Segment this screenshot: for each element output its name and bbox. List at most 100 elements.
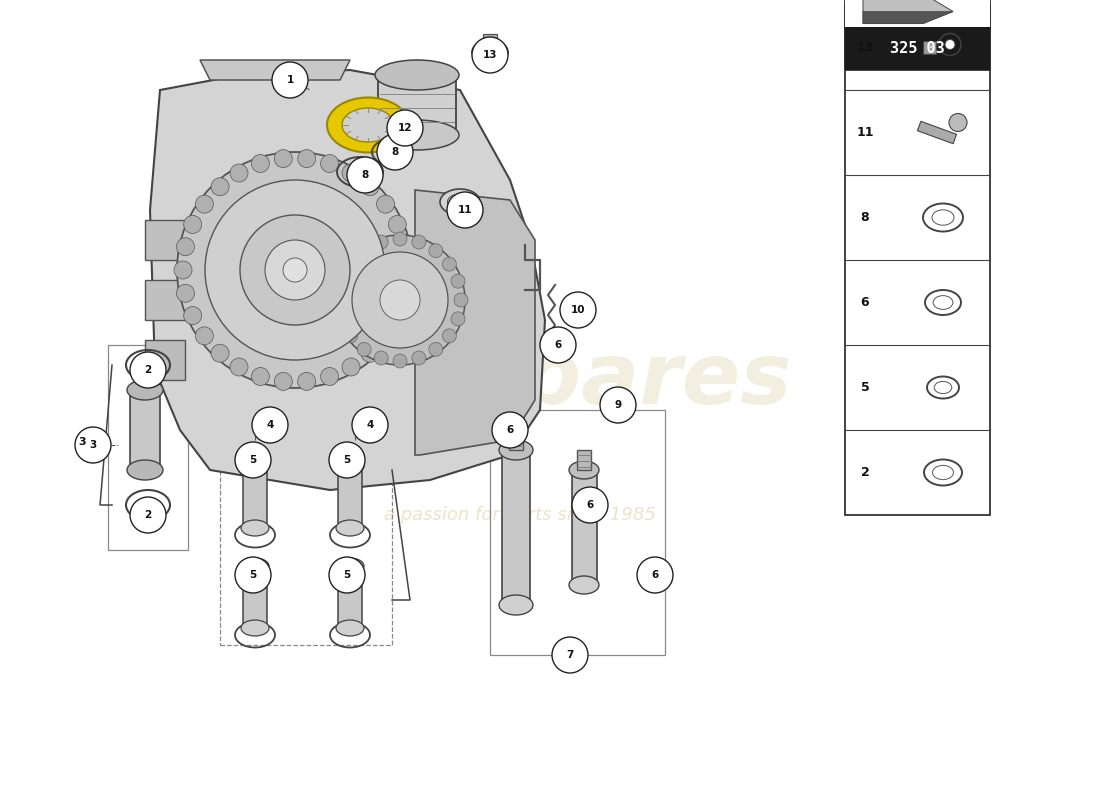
Bar (923, 41, 936, 54)
Circle shape (379, 280, 420, 320)
Bar (483, 34, 497, 52)
Circle shape (376, 327, 395, 345)
Circle shape (336, 312, 349, 326)
Bar (917, 122, 957, 144)
Text: 7: 7 (566, 650, 574, 660)
Bar (845, 5, 990, 515)
Circle shape (130, 352, 166, 388)
Circle shape (552, 637, 589, 673)
Bar (845, 0, 990, 70)
Polygon shape (200, 60, 350, 80)
Circle shape (196, 195, 213, 213)
Ellipse shape (932, 210, 954, 226)
Ellipse shape (499, 595, 534, 615)
Circle shape (442, 257, 456, 271)
Circle shape (184, 306, 201, 325)
Text: 9: 9 (615, 400, 622, 410)
Text: 325 03: 325 03 (890, 41, 945, 56)
Circle shape (230, 164, 248, 182)
Circle shape (600, 387, 636, 423)
Circle shape (361, 344, 378, 362)
Circle shape (377, 134, 412, 170)
Ellipse shape (241, 558, 270, 574)
Circle shape (560, 292, 596, 328)
Circle shape (442, 329, 456, 343)
Polygon shape (150, 70, 544, 490)
Circle shape (329, 442, 365, 478)
Circle shape (336, 235, 465, 365)
Circle shape (637, 557, 673, 593)
Text: 3: 3 (78, 437, 86, 447)
Circle shape (176, 238, 195, 256)
Circle shape (298, 150, 316, 168)
Circle shape (358, 342, 371, 356)
Circle shape (358, 244, 371, 258)
Circle shape (393, 232, 407, 246)
Bar (145, 280, 192, 320)
Circle shape (274, 372, 293, 390)
Ellipse shape (241, 520, 270, 536)
Bar (378, 75, 456, 135)
Bar (502, 450, 530, 605)
Ellipse shape (499, 440, 534, 460)
Text: 1: 1 (286, 75, 294, 85)
Ellipse shape (448, 194, 473, 210)
Circle shape (451, 274, 465, 288)
Bar (108, 345, 188, 550)
Circle shape (374, 351, 388, 365)
Text: 10: 10 (571, 305, 585, 315)
Circle shape (429, 244, 443, 258)
Circle shape (235, 442, 271, 478)
Bar (338, 566, 362, 628)
Text: 5: 5 (250, 455, 256, 465)
Circle shape (376, 195, 395, 213)
Circle shape (540, 327, 576, 363)
Text: 12: 12 (398, 123, 412, 133)
Text: 6: 6 (506, 425, 514, 435)
Ellipse shape (126, 460, 163, 480)
Text: eurospares: eurospares (248, 338, 792, 422)
Polygon shape (864, 0, 953, 23)
Circle shape (361, 178, 378, 196)
Circle shape (388, 306, 406, 325)
Text: 5: 5 (250, 570, 256, 580)
Circle shape (387, 110, 424, 146)
Circle shape (252, 367, 270, 386)
Ellipse shape (569, 576, 600, 594)
Circle shape (343, 257, 358, 271)
Text: 4: 4 (366, 420, 374, 430)
Circle shape (252, 154, 270, 173)
Polygon shape (415, 190, 535, 455)
Circle shape (346, 157, 383, 193)
Circle shape (211, 344, 229, 362)
Text: 8: 8 (392, 147, 398, 157)
Ellipse shape (569, 461, 600, 479)
Text: 8: 8 (860, 211, 869, 224)
Circle shape (343, 329, 358, 343)
Ellipse shape (342, 108, 394, 142)
Circle shape (174, 261, 192, 279)
Text: 11: 11 (856, 126, 873, 139)
Bar (845, 26, 990, 70)
Bar (578, 450, 591, 470)
Ellipse shape (336, 620, 364, 636)
Bar (509, 428, 522, 450)
Ellipse shape (472, 40, 508, 64)
Circle shape (196, 327, 213, 345)
Circle shape (411, 351, 426, 365)
Circle shape (320, 367, 339, 386)
Circle shape (184, 215, 201, 234)
Circle shape (265, 240, 324, 300)
Circle shape (572, 487, 608, 523)
Circle shape (429, 342, 443, 356)
Circle shape (332, 293, 346, 307)
Ellipse shape (933, 296, 953, 310)
Ellipse shape (440, 189, 480, 215)
Ellipse shape (336, 520, 364, 536)
Text: 6: 6 (554, 340, 562, 350)
Circle shape (320, 154, 339, 173)
Circle shape (230, 358, 248, 376)
Text: a passion for parts since 1985: a passion for parts since 1985 (384, 506, 656, 524)
Circle shape (177, 152, 412, 388)
Circle shape (472, 37, 508, 73)
